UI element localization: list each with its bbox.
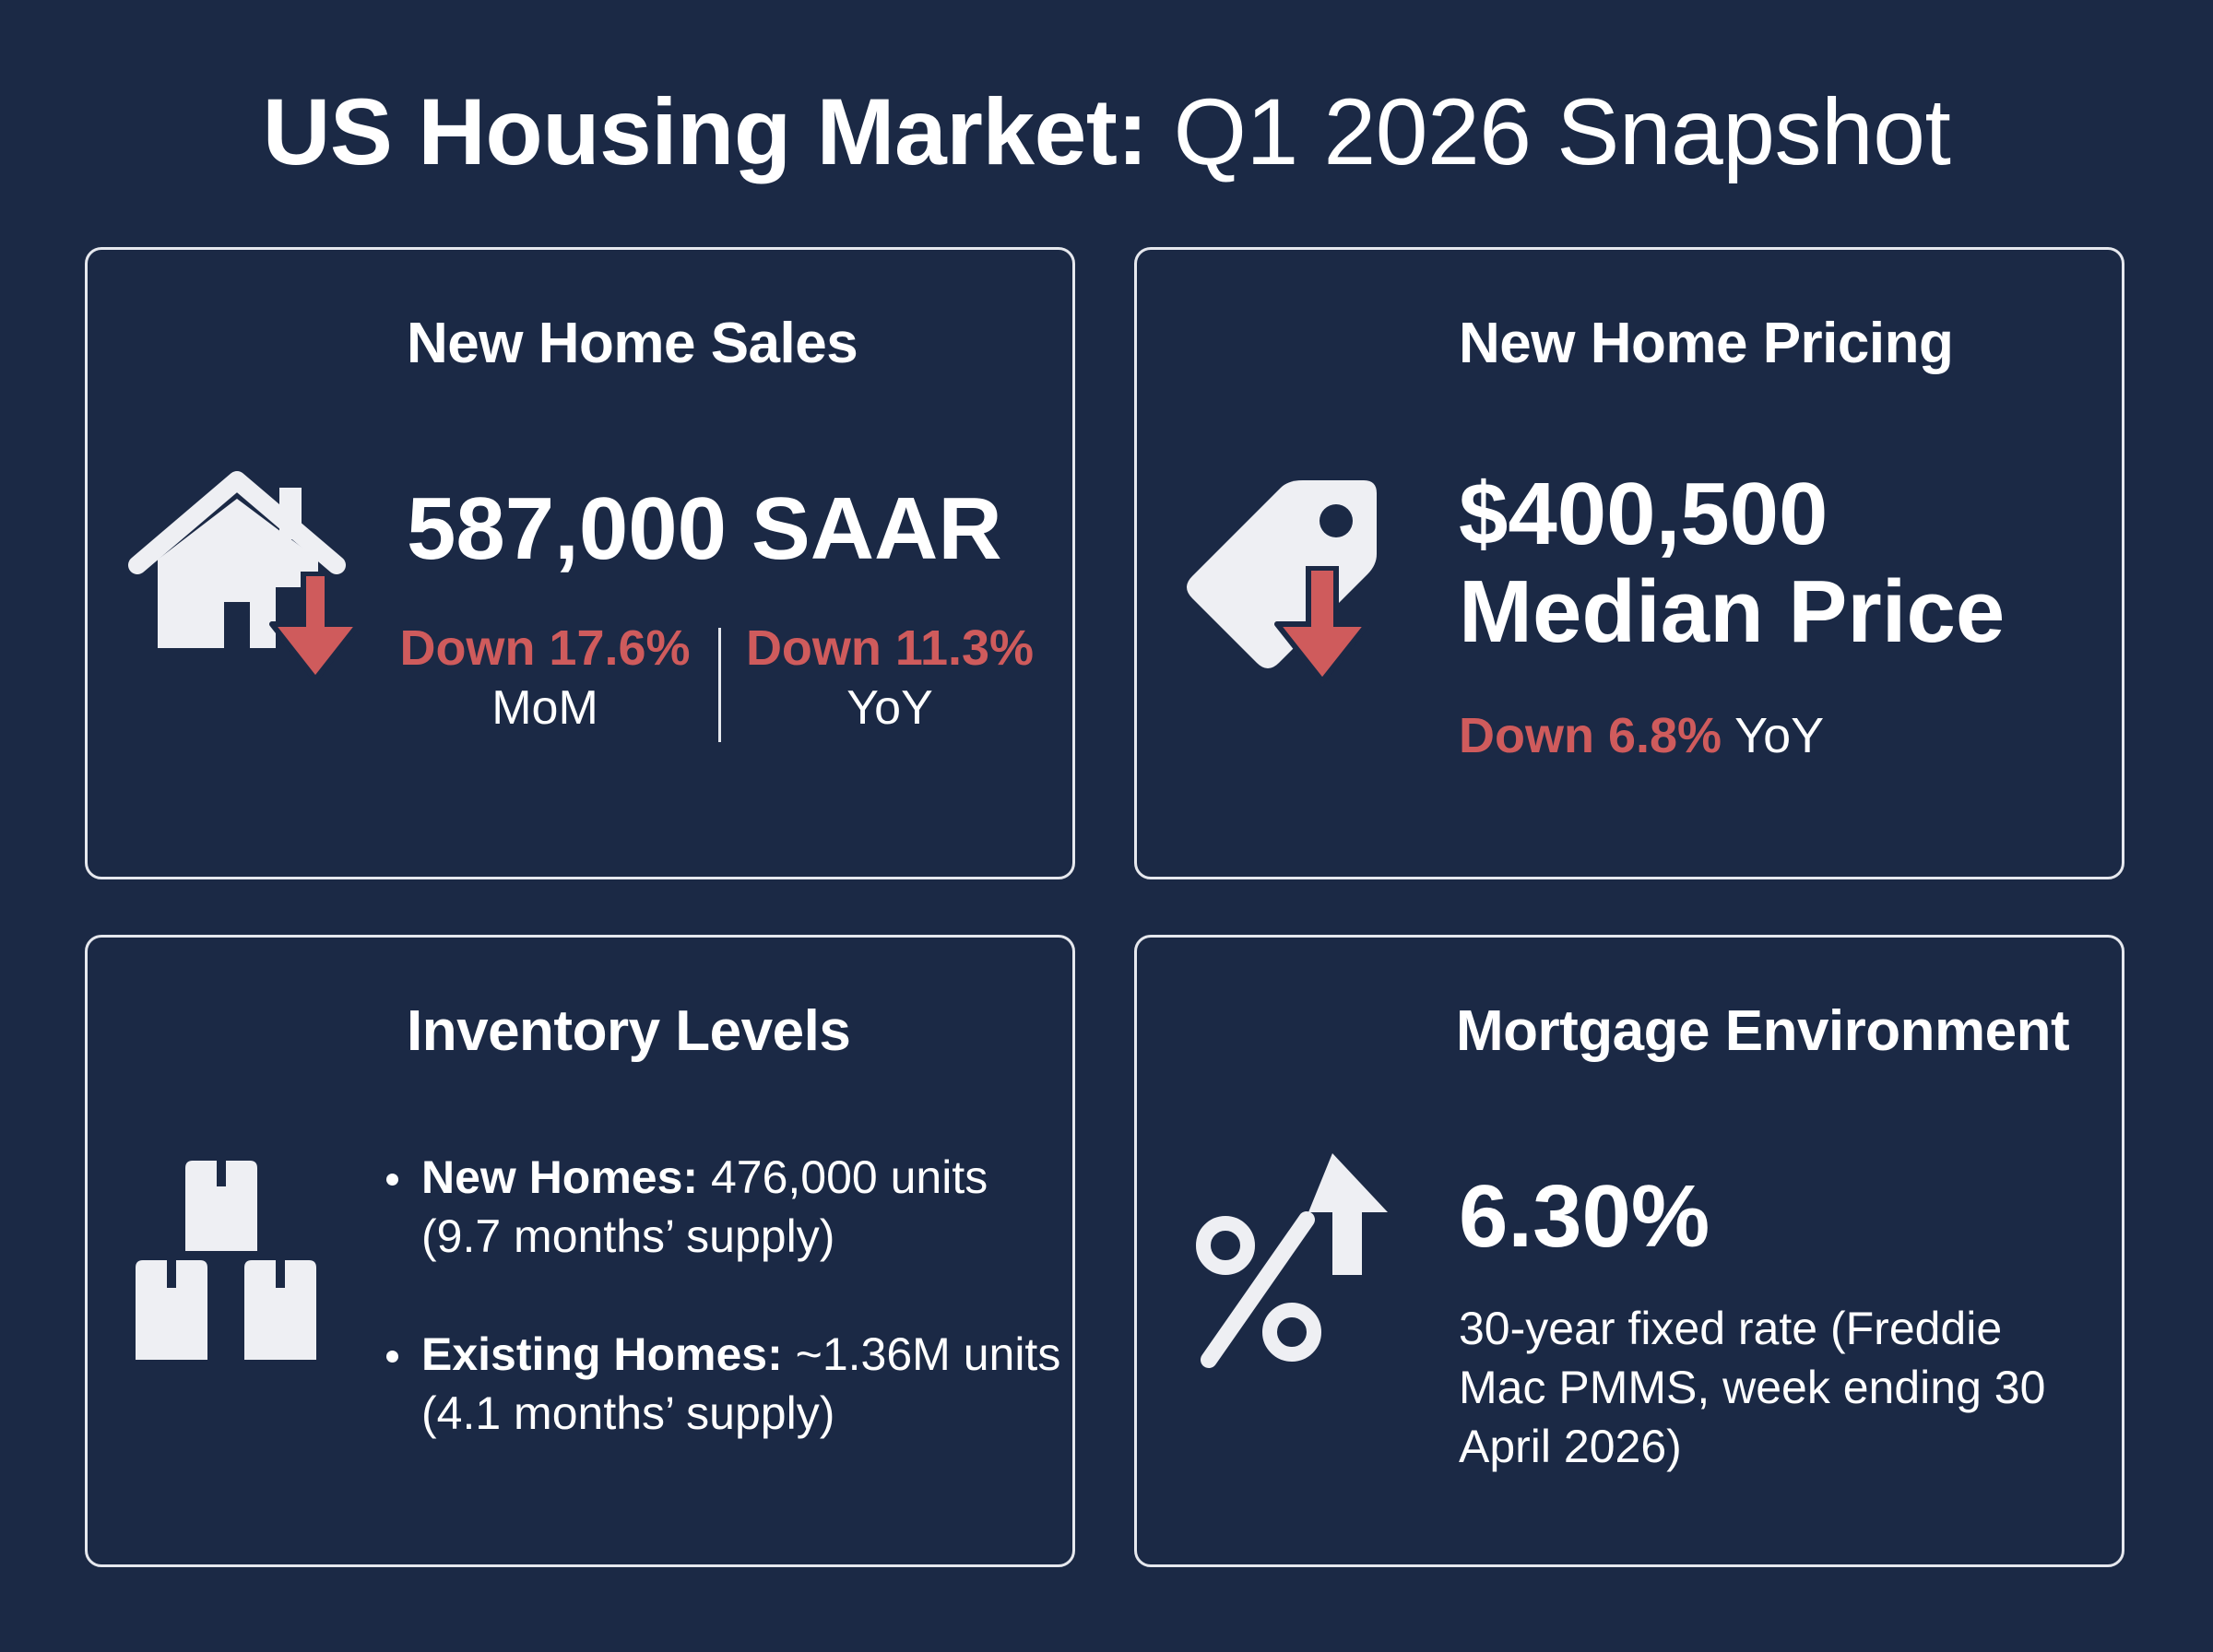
pricing-value-label: Median Price bbox=[1459, 562, 2006, 661]
page-title-bold: US Housing Market: bbox=[262, 79, 1149, 184]
list-item-text: ~1.36M units (4.1 months’ supply) bbox=[421, 1328, 1061, 1439]
pricing-yoy-label: YoY bbox=[1734, 708, 1825, 763]
sales-value: 587,000 SAAR bbox=[407, 479, 1002, 578]
list-item-label: Existing Homes: bbox=[421, 1328, 783, 1380]
card-title: New Home Pricing bbox=[1459, 312, 1954, 375]
list-item-new-homes: New Homes: 476,000 units (9.7 months’ su… bbox=[386, 1148, 1067, 1266]
card-new-home-sales: New Home Sales 587,000 SAAR Down 17.6% M… bbox=[85, 247, 1075, 879]
pricing-value: $400,500 bbox=[1459, 465, 1828, 563]
list-item-text: 476,000 units (9.7 months’ supply) bbox=[421, 1151, 988, 1262]
percent-up-icon bbox=[1196, 1153, 1388, 1368]
list-item-existing-homes: Existing Homes: ~1.36M units (4.1 months… bbox=[386, 1325, 1067, 1443]
mortgage-rate-description: 30-year fixed rate (Freddie Mac PMMS, we… bbox=[1459, 1303, 2046, 1472]
mortgage-rate-value: 6.30% bbox=[1459, 1167, 1710, 1266]
yoy-label: YoY bbox=[846, 681, 933, 735]
list-item-label: New Homes: bbox=[421, 1151, 699, 1203]
yoy-change-value: Down 11.3% bbox=[745, 620, 1035, 676]
card-inventory-levels: Inventory Levels New Homes: 476,000 unit… bbox=[85, 935, 1075, 1567]
mom-change-value: Down 17.6% bbox=[399, 620, 691, 676]
card-title: New Home Sales bbox=[407, 312, 858, 375]
pricing-yoy-change: Down 6.8% YoY bbox=[1459, 705, 1824, 766]
yoy-change: Down 11.3% YoY bbox=[742, 619, 1037, 738]
divider bbox=[718, 628, 721, 742]
pricing-yoy-change-value: Down 6.8% bbox=[1459, 708, 1722, 763]
card-new-home-pricing: New Home Pricing $400,500 Median Price D… bbox=[1134, 247, 2124, 879]
card-mortgage-environment: Mortgage Environment 6.30% 30-year fixed… bbox=[1134, 935, 2124, 1567]
house-down-icon bbox=[128, 471, 359, 679]
mom-change: Down 17.6% MoM bbox=[397, 619, 692, 738]
price-tag-down-icon bbox=[1187, 480, 1377, 684]
mom-label: MoM bbox=[491, 681, 598, 735]
boxes-icon bbox=[136, 1161, 316, 1360]
card-title: Inventory Levels bbox=[407, 999, 851, 1063]
card-title: Mortgage Environment bbox=[1456, 999, 2070, 1063]
page-title: US Housing Market: Q1 2026 Snapshot bbox=[0, 72, 2213, 192]
page-title-light: Q1 2026 Snapshot bbox=[1173, 79, 1951, 184]
